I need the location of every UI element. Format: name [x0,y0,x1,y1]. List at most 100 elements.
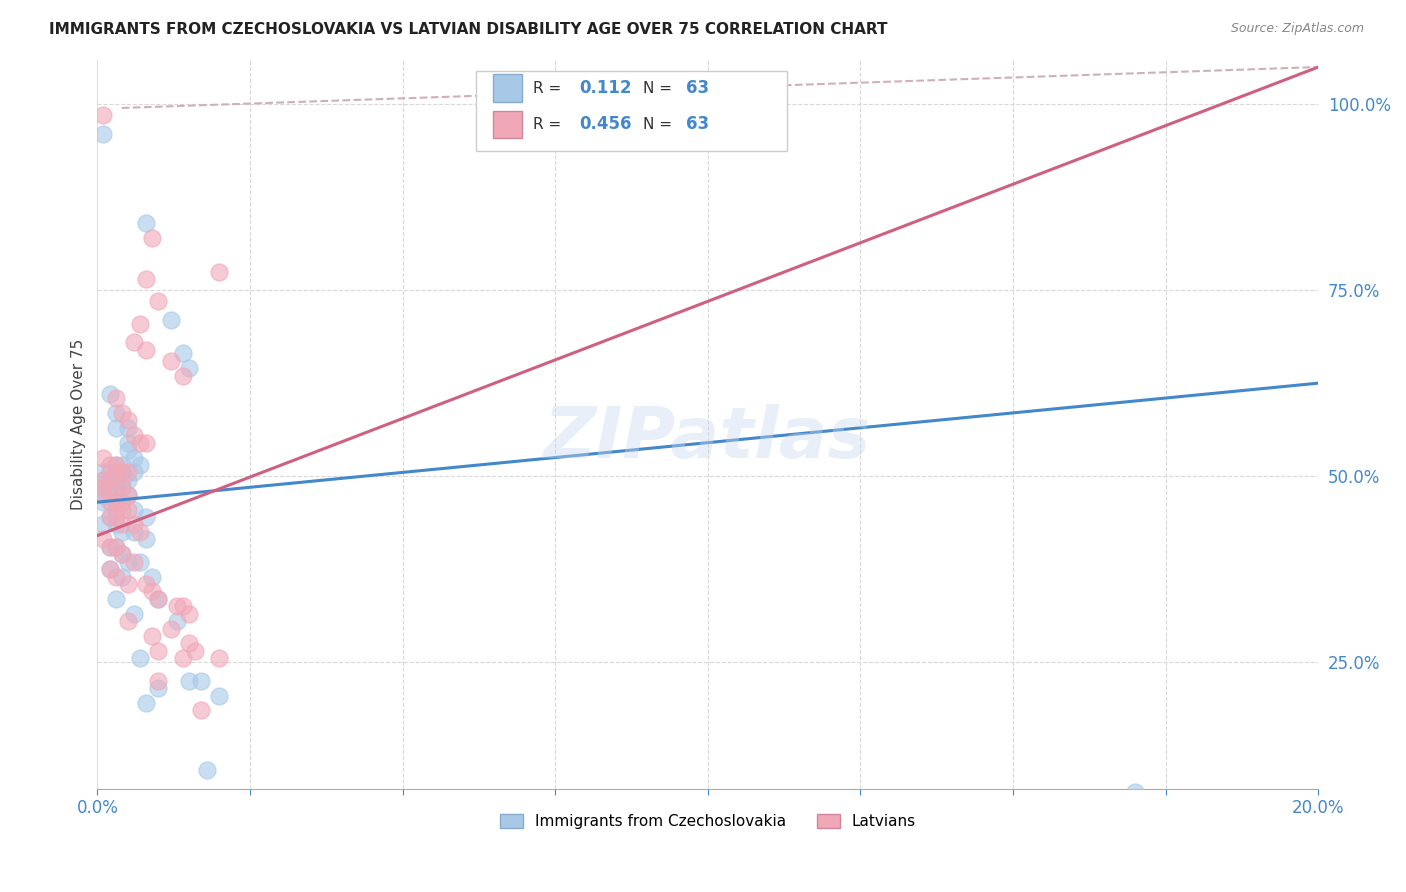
Point [98,480,121,494]
Text: N =: N = [643,80,672,95]
Point [98,540,121,554]
Point [104,569,127,583]
Point [122,450,145,465]
Point [93,473,115,487]
Point [177,673,200,688]
Point [98,540,121,554]
Point [111,406,134,420]
Point [129,435,152,450]
Point [122,428,145,442]
Point [148,644,170,658]
Point [98,562,121,576]
Point [93,517,115,532]
Point [93,480,115,494]
Text: 63: 63 [686,79,709,97]
Point [104,495,127,509]
Point [135,577,157,591]
Point [117,614,139,628]
Point [172,599,194,614]
Point [98,495,121,509]
Point [111,480,134,494]
Point [122,502,145,516]
Point [135,435,157,450]
Point [129,317,152,331]
Point [177,361,200,376]
Point [177,636,200,650]
Point [117,488,139,502]
Point [93,488,115,502]
Point [122,466,145,480]
Point [148,591,170,606]
Point [93,473,115,487]
Point [111,569,134,583]
Point [129,458,152,472]
Point [93,127,115,141]
Text: 0.456: 0.456 [579,115,633,134]
Point [104,540,127,554]
Point [172,651,194,665]
Point [159,354,181,368]
Point [135,216,157,230]
Point [195,763,218,777]
Point [93,495,115,509]
Point [98,510,121,524]
Text: R =: R = [533,80,561,95]
Point [148,681,170,695]
Text: 0.112: 0.112 [579,79,633,97]
Point [111,502,134,516]
Text: 63: 63 [686,115,709,134]
Point [117,435,139,450]
Point [172,346,194,360]
Point [93,488,115,502]
Point [111,473,134,487]
Point [104,458,127,472]
Point [98,473,121,487]
Point [104,517,127,532]
Point [172,368,194,383]
Point [111,547,134,561]
Point [141,629,163,643]
Point [111,480,134,494]
Point [111,547,134,561]
Point [93,533,115,547]
Point [117,413,139,427]
Text: ZIPatlas: ZIPatlas [544,404,872,473]
Text: R =: R = [533,117,561,132]
Point [111,458,134,472]
Point [117,466,139,480]
Point [1123,785,1146,799]
Point [141,231,163,245]
FancyBboxPatch shape [494,74,522,102]
Point [148,294,170,309]
Point [111,517,134,532]
Point [135,696,157,710]
Point [117,555,139,569]
Point [93,450,115,465]
Point [111,466,134,480]
Point [148,673,170,688]
Point [159,622,181,636]
Point [177,607,200,621]
Point [117,473,139,487]
Point [129,524,152,539]
Point [148,591,170,606]
Point [104,458,127,472]
Point [98,387,121,401]
Point [184,644,207,658]
Point [190,673,212,688]
Point [104,473,127,487]
Point [129,651,152,665]
Point [117,443,139,458]
Point [117,421,139,435]
Point [98,510,121,524]
Point [135,272,157,286]
FancyBboxPatch shape [494,111,522,138]
Point [104,510,127,524]
Point [111,524,134,539]
Point [104,591,127,606]
Point [104,391,127,405]
Point [104,480,127,494]
Point [141,584,163,599]
Text: IMMIGRANTS FROM CZECHOSLOVAKIA VS LATVIAN DISABILITY AGE OVER 75 CORRELATION CHA: IMMIGRANTS FROM CZECHOSLOVAKIA VS LATVIA… [49,22,887,37]
Point [93,466,115,480]
